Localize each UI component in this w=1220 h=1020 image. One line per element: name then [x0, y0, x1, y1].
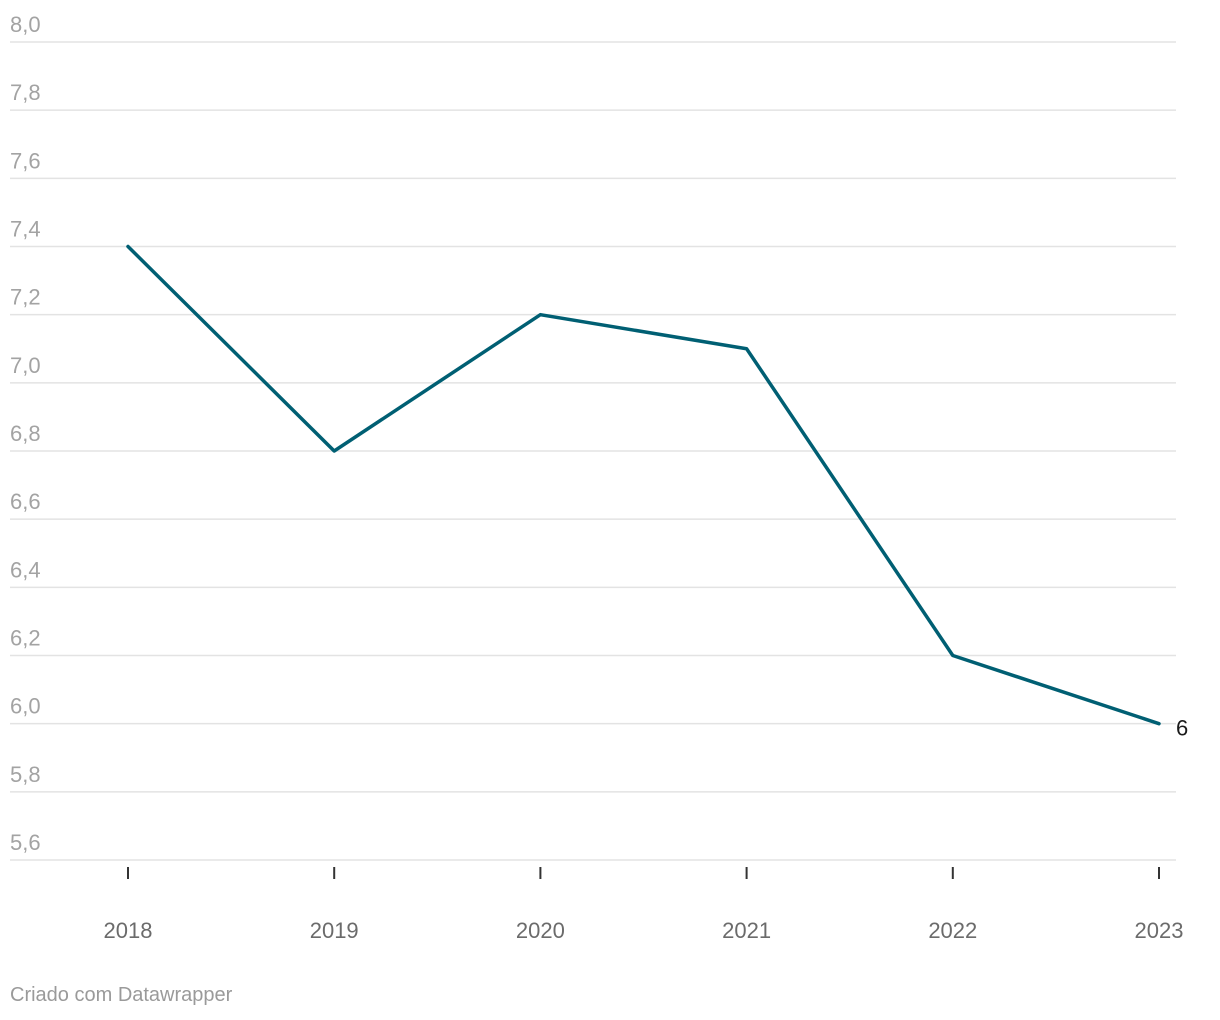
y-tick-label: 6,2 — [10, 626, 41, 651]
y-tick-label: 7,6 — [10, 148, 41, 173]
gridlines — [10, 41, 1176, 861]
y-tick-label: 7,8 — [10, 80, 41, 105]
credit-text[interactable]: Criado com Datawrapper — [10, 984, 233, 1006]
y-tick-label: 6,8 — [10, 421, 41, 446]
y-tick-label: 7,2 — [10, 285, 41, 310]
y-tick-label: 6,6 — [10, 489, 41, 514]
series-layer — [126, 244, 1161, 726]
x-tick-label-2019: 2019 — [310, 918, 359, 943]
x-tick-label-2018: 2018 — [104, 918, 153, 943]
y-tick-label: 5,8 — [10, 762, 41, 787]
x-tick-label-2022: 2022 — [928, 918, 977, 943]
end-value-label: 6 — [1176, 716, 1188, 741]
x-tick-label-2020: 2020 — [516, 918, 565, 943]
y-axis-labels: 5,6 5,8 6,0 6,2 6,4 6,6 6,8 7,0 7,2 7,4 7,6 7,8 8,0 — [10, 12, 41, 855]
y-tick-label: 7,0 — [10, 353, 41, 378]
y-tick-label: 6,0 — [10, 694, 41, 719]
x-axis: 2018 2019 2020 2021 2022 2023 — [104, 867, 1184, 943]
y-tick-label: 6,4 — [10, 557, 41, 582]
line-chart: 5,65,86,06,26,46,66,87,07,27,47,67,88,0 … — [10, 12, 1188, 943]
y-tick-label: 5,6 — [10, 830, 41, 855]
y-tick-label: 7,4 — [10, 217, 41, 242]
x-tick-label-2021: 2021 — [722, 918, 771, 943]
x-tick-label-2023: 2023 — [1135, 918, 1184, 943]
series-line-0[interactable] — [126, 244, 1161, 726]
y-tick-label: 8,0 — [10, 12, 41, 37]
annotations: 6 — [1176, 716, 1188, 741]
